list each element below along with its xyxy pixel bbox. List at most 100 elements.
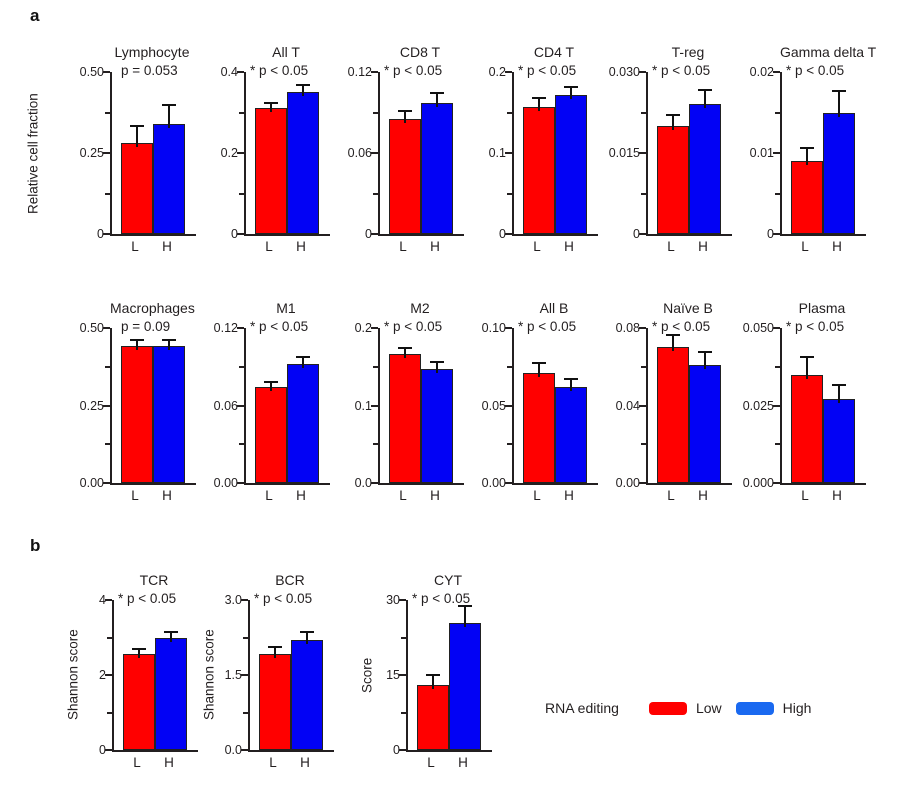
bar-low [657,126,689,234]
error-bar [130,338,144,350]
plot-area: * p < 0.05 [371,63,464,236]
y-tick-label: 0.025 [742,398,774,413]
chart-title: CYT [434,572,462,588]
y-tick [237,71,244,73]
y-tick [505,152,512,154]
y-tick-label: 0.10 [481,321,506,335]
y-tick-labels: 0 0.06 0.12 [332,65,378,241]
error-bar [132,648,146,659]
y-tick-label: 0.01 [749,146,774,160]
y-tick [639,327,646,329]
error-bar-stem [538,362,540,377]
chart-body: Macrophages 0.00 0.25 0.50 p = 0.09 L H [64,298,196,508]
y-tick [773,233,780,235]
bar-low [121,143,153,234]
chart-title: M2 [410,300,430,316]
chart-t-reg: T-reg 0 0.015 0.030 * p < 0.05 L H [600,42,732,259]
x-label-l: L [399,488,407,503]
x-label-l: L [131,239,139,254]
x-label-h: H [698,239,708,254]
error-bar-stem [672,333,674,352]
y-tick-label: 3.0 [224,593,242,607]
y-tick [237,327,244,329]
y-tick [237,404,244,407]
significance-label: * p < 0.05 [384,319,443,334]
y-tick [399,674,406,676]
error-bar-stem [570,85,572,99]
y-tick [507,192,512,195]
y-tick [401,711,406,714]
panel-b-row: Shannon score TCR 0 2 4 * p < 0.05 L H Shannon s… [64,570,492,775]
chart-m2: M2 0.0 0.1 0.2 * p < 0.05 L H [332,298,464,508]
significance-label: * p < 0.05 [518,63,577,78]
bar-low [417,685,449,750]
y-tick [243,711,248,714]
error-bar-stem [838,89,840,117]
chart-body: CYT 0 15 30 * p < 0.05 L H [376,570,492,775]
y-tick [773,404,780,407]
error-bar [532,362,546,377]
plot-area: * p < 0.05 [237,63,330,236]
error-bar-cap [398,109,412,112]
y-axis-label: Shannon score [65,629,81,721]
y-tick [641,192,646,195]
error-bar-stem [704,351,706,369]
y-tick-labels: 0.0 1.5 3.0 [218,593,248,757]
plot-row: 0.00 0.04 0.08 * p < 0.05 [600,319,732,490]
plot-row: 0 0.1 0.2 * p < 0.05 [466,63,598,241]
x-label-l: L [801,488,809,503]
error-bar-cap [162,339,176,342]
y-tick [105,749,112,751]
error-bar [430,92,444,108]
bar-high [421,369,453,483]
y-tick-label: 0 [231,227,238,241]
y-tick [775,443,780,446]
y-tick [775,365,780,368]
y-tick-label: 30 [386,593,400,607]
plot-area: * p < 0.05 [241,591,334,752]
y-tick-label: 0.0 [354,476,372,490]
error-bar-stem [538,97,540,111]
y-tick-label: 0.12 [213,321,238,335]
error-bar [264,380,278,392]
chart-title: CD4 T [533,44,575,60]
x-label-h: H [430,488,440,503]
error-bar [426,674,440,689]
chart-title: TCR [139,572,169,588]
y-tick-label: 0.25 [79,146,104,160]
chart-lymphocyte: Lymphocyte 0 0.25 0.50 p = 0.053 L H [64,42,196,259]
error-bar [162,104,176,128]
y-tick [105,674,112,676]
error-bar-cap [264,380,278,383]
chart-tcr: Shannon score TCR 0 2 4 * p < 0.05 L H [64,570,198,775]
bar-high [689,104,721,234]
y-tick [239,111,244,114]
y-tick [505,482,512,484]
bar-high [823,399,855,483]
y-tick [399,599,406,601]
bar-high [153,123,185,234]
y-tick-label: 0.1 [488,146,506,160]
plot-area: * p < 0.05 [105,591,198,752]
y-tick-label: 0.08 [615,321,640,335]
y-tick-label: 0.2 [488,65,506,79]
error-bar-stem [570,377,572,391]
bar-low [523,372,555,483]
bar-low [123,654,155,750]
y-tick [641,365,646,368]
error-bar-cap [132,648,146,650]
y-tick-label: 0.04 [615,398,640,413]
y-tick-label: 15 [386,668,400,682]
error-bar-cap [130,125,144,128]
y-tick [241,674,248,676]
chart-all-b: All B 0.00 0.05 0.10 * p < 0.05 L H [466,298,598,508]
plot-row: 0 0.01 0.02 * p < 0.05 [734,63,866,241]
chart-all-t: All T 0 0.2 0.4 * p < 0.05 L H [198,42,330,259]
y-tick-label: 0 [767,227,774,241]
y-tick-label: 0.015 [608,146,640,160]
y-tick [639,482,646,484]
